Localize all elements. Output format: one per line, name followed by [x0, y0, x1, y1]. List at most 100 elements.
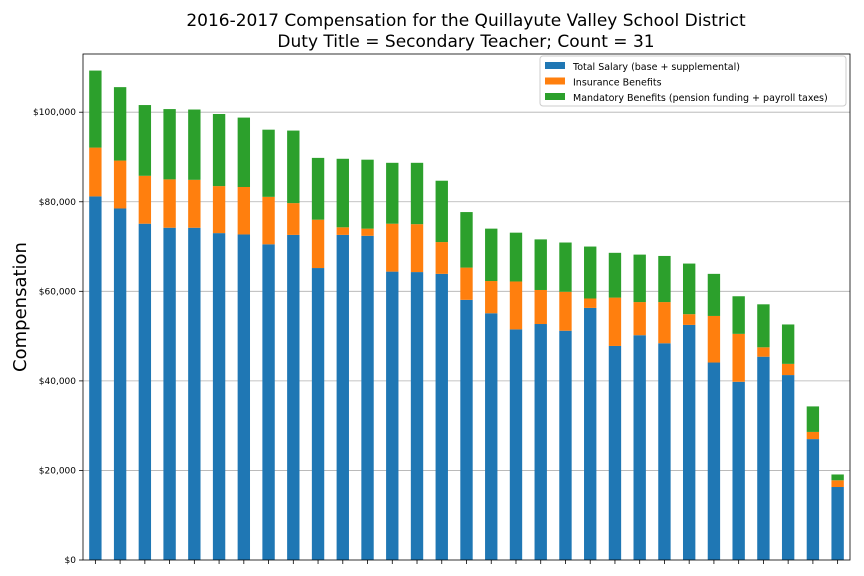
- bar-segment-insurance: [386, 223, 399, 272]
- bar-segment-mandatory: [559, 242, 572, 292]
- bar-segment-insurance: [485, 281, 498, 314]
- bar-segment-insurance: [188, 179, 201, 228]
- bar-segment-salary: [485, 313, 498, 560]
- bar-segment-salary: [163, 227, 176, 561]
- bar-segment-salary: [336, 234, 349, 560]
- bar-segment-salary: [534, 324, 547, 560]
- bar-segment-mandatory: [584, 246, 597, 299]
- bar-segment-insurance: [781, 363, 795, 376]
- bar-segment-insurance: [559, 291, 572, 331]
- bar-segment-salary: [188, 227, 201, 561]
- bar-segment-mandatory: [485, 228, 498, 282]
- bar-segment-salary: [262, 244, 275, 560]
- bar-segment-mandatory: [138, 105, 152, 176]
- plot-area: $0 $20,000 $40,000 $60,000 $80,000 $100,000: [33, 53, 851, 566]
- bar-segment-salary: [386, 271, 399, 560]
- y-axis-label: Compensation: [10, 242, 31, 372]
- bar-segment-salary: [410, 272, 424, 560]
- bar-segment-mandatory: [534, 239, 547, 290]
- y-tick-label: $40,000: [39, 377, 76, 387]
- bar-segment-mandatory: [89, 70, 102, 148]
- bar-segment-salary: [732, 381, 745, 560]
- bar-segment-insurance: [831, 480, 844, 488]
- bar-segment-insurance: [633, 302, 646, 336]
- bar-segment-mandatory: [732, 296, 745, 334]
- bar-segment-insurance: [509, 281, 523, 330]
- bar-segment-insurance: [682, 314, 696, 325]
- bar-segment-mandatory: [757, 304, 770, 348]
- bar-segment-mandatory: [336, 158, 349, 228]
- bar-segment-salary: [559, 330, 572, 560]
- bar-segment-mandatory: [633, 254, 646, 303]
- bar-segment-insurance: [608, 297, 622, 346]
- bar-segment-mandatory: [460, 212, 473, 268]
- bar-segment-mandatory: [831, 474, 844, 481]
- y-tick-label: $100,000: [33, 108, 76, 118]
- bar-segment-mandatory: [237, 117, 251, 187]
- bar-segment-salary: [435, 273, 448, 560]
- bar-segment-insurance: [460, 267, 473, 300]
- legend-entry-label: Insurance Benefits: [573, 78, 662, 89]
- bar-segment-salary: [806, 439, 820, 560]
- bar-segment-mandatory: [163, 109, 176, 180]
- legend-swatch: [545, 62, 565, 69]
- bar-segment-insurance: [435, 242, 448, 274]
- chart-subtitle: Duty Title = Secondary Teacher; Count = …: [277, 32, 654, 52]
- bar-segment-salary: [781, 375, 795, 560]
- y-tick-label: $20,000: [39, 466, 76, 476]
- bar-segment-mandatory: [410, 162, 424, 225]
- bar-segment-mandatory: [262, 129, 275, 197]
- bar-segment-insurance: [757, 347, 770, 357]
- bar-segment-salary: [831, 487, 844, 560]
- bar-segment-insurance: [212, 186, 226, 234]
- bar-segment-insurance: [138, 175, 152, 224]
- bar-segment-insurance: [584, 298, 597, 308]
- bar-segment-salary: [460, 299, 473, 560]
- bar-segment-insurance: [806, 431, 820, 440]
- bar-segment-insurance: [658, 302, 671, 344]
- bar-segment-salary: [138, 223, 152, 561]
- bar-segment-salary: [212, 233, 226, 560]
- bar-segment-mandatory: [435, 180, 448, 243]
- y-tick-label: $0: [65, 556, 77, 566]
- bar-segment-mandatory: [113, 87, 127, 161]
- legend-entry-label: Mandatory Benefits (pension funding + pa…: [573, 93, 828, 104]
- bar-segment-insurance: [361, 228, 374, 236]
- bar-segment-mandatory: [386, 162, 399, 224]
- bar-segment-salary: [584, 307, 597, 560]
- legend-swatch: [545, 93, 565, 100]
- legend-box: [539, 55, 847, 107]
- bar-segment-insurance: [237, 186, 251, 235]
- bar-segment-mandatory: [188, 109, 201, 180]
- bar-segment-salary: [311, 268, 325, 560]
- y-tick-label: $80,000: [39, 198, 76, 208]
- legend: Total Salary (base + supplemental) Insura…: [539, 55, 847, 107]
- bar-segment-insurance: [336, 227, 349, 235]
- bar-segment-mandatory: [682, 263, 696, 315]
- bar-segment-salary: [287, 234, 300, 560]
- legend-swatch: [545, 77, 565, 85]
- bar-segment-salary: [633, 335, 646, 560]
- bar-segment-insurance: [732, 333, 745, 382]
- bar-segment-insurance: [410, 224, 424, 273]
- bar-segment-mandatory: [287, 130, 300, 204]
- bar-segment-salary: [608, 345, 622, 560]
- bar-segment-insurance: [534, 289, 547, 325]
- bar-segment-mandatory: [658, 255, 671, 303]
- bar-segment-insurance: [163, 179, 176, 228]
- bar-segment-insurance: [287, 203, 300, 235]
- bar-segment-salary: [658, 343, 671, 560]
- bar-segment-mandatory: [509, 232, 523, 282]
- y-tick-label: $60,000: [39, 287, 76, 297]
- bar-segment-mandatory: [781, 324, 795, 364]
- bar-segment-mandatory: [212, 114, 226, 187]
- bar-segment-insurance: [707, 315, 721, 363]
- bar-segment-insurance: [113, 160, 127, 209]
- bar-segment-mandatory: [806, 406, 820, 432]
- bar-segment-mandatory: [361, 159, 374, 229]
- bar-segment-insurance: [311, 219, 325, 269]
- chart-title: 2016-2017 Compensation for the Quillayut…: [186, 11, 746, 31]
- bar-segment-salary: [707, 362, 721, 560]
